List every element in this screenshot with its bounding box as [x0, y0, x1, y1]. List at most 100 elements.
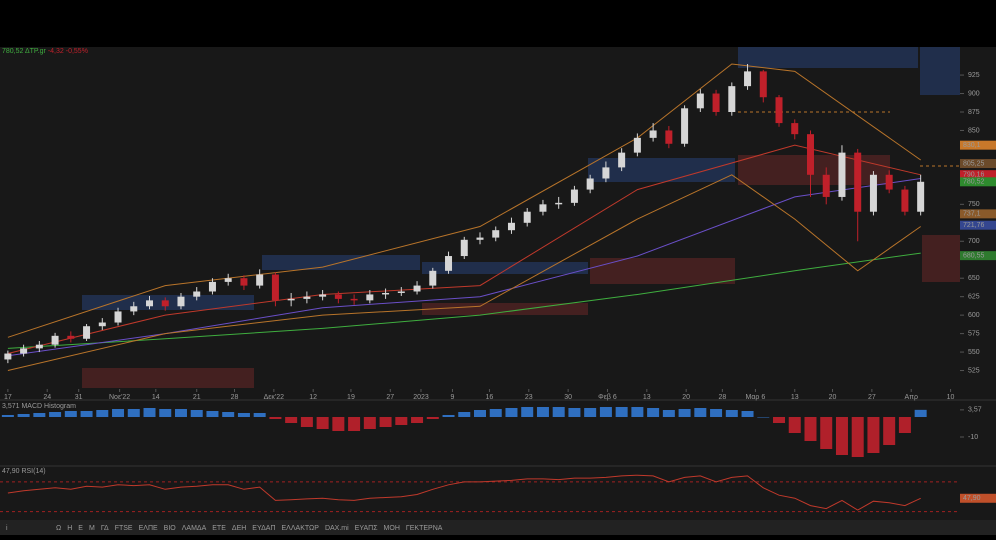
macd-bar — [395, 417, 408, 425]
macd-bar — [741, 411, 754, 417]
macd-bar — [710, 409, 723, 417]
candle-body — [917, 181, 925, 212]
candle-body — [114, 311, 122, 323]
toolbar-item[interactable]: ΜΟΗ — [384, 525, 400, 532]
toolbar-item[interactable]: ΛΑΜΔΑ — [182, 525, 207, 532]
rsi-line — [7, 474, 921, 511]
indicator-line — [7, 252, 921, 349]
macd-bar — [206, 411, 219, 417]
toolbar-item[interactable]: ΔΕΗ — [232, 525, 246, 532]
macd-bar — [757, 417, 770, 418]
toolbar-item[interactable]: ΕΛΠΕ — [139, 525, 158, 532]
candle-body — [4, 353, 12, 360]
macd-bar — [159, 409, 172, 417]
candle-body — [224, 278, 232, 282]
price-tag-label: 680,55 — [963, 252, 985, 259]
macd-bar — [458, 412, 471, 417]
x-tick-label: Μαρ 6 — [746, 394, 766, 401]
y-tick-label: 550 — [968, 349, 980, 356]
candle-body — [161, 300, 169, 307]
price-tag-label: 780,52 — [963, 179, 985, 186]
candle-body — [429, 270, 437, 286]
x-tick-label: Φεβ 6 — [598, 394, 617, 401]
price-tag — [960, 251, 996, 261]
toolbar-item[interactable]: ΕΤΕ — [212, 525, 226, 532]
toolbar-item[interactable]: DAX.mi — [325, 525, 349, 532]
macd-bar — [773, 417, 786, 423]
candle-body — [507, 222, 515, 231]
toolbar-item[interactable]: ΓΔ — [101, 525, 109, 532]
zone — [82, 368, 254, 388]
zone — [588, 158, 735, 182]
macd-bar — [316, 417, 329, 429]
toolbar-bg — [0, 520, 996, 535]
macd-bar — [442, 415, 455, 417]
toolbar-item[interactable]: ΕΥΑΠΣ — [355, 525, 379, 532]
x-tick-label: 27 — [386, 394, 394, 401]
macd-bar — [521, 407, 534, 417]
toolbar-item[interactable]: M — [89, 525, 95, 532]
macd-bar — [474, 410, 486, 417]
toolbar-item[interactable]: FTSE — [115, 525, 133, 532]
candle-body — [287, 298, 295, 301]
candle-body — [20, 348, 28, 354]
macd-bar — [914, 409, 927, 417]
candle-body — [681, 108, 689, 144]
candle-body — [570, 189, 578, 203]
y-tick-label: 625 — [968, 294, 980, 301]
toolbar-item[interactable]: ΓΕΚΤΕΡΝΑ — [406, 525, 443, 532]
candle-body — [838, 152, 846, 197]
candle-body — [649, 130, 657, 138]
header: 780,52 ΔTP.gr -4,32 -0,55% — [2, 48, 88, 55]
x-tick-label: 21 — [193, 394, 201, 401]
macd-bar — [253, 413, 266, 417]
macd-bar — [835, 417, 848, 455]
candle-body — [869, 174, 877, 212]
candle-body — [303, 296, 311, 299]
candle-body — [98, 322, 106, 327]
candle-body — [271, 274, 279, 301]
toolbar-item[interactable]: H — [67, 525, 72, 532]
zone — [422, 303, 588, 315]
macd-bar — [80, 411, 93, 417]
zone — [922, 235, 960, 282]
candle-body — [728, 86, 736, 113]
candle-body — [775, 97, 783, 124]
macd-bar — [127, 409, 140, 417]
price-tag — [960, 159, 996, 169]
header-change: -4,32 — [48, 48, 64, 55]
macd-bar — [348, 417, 361, 431]
header-symbol: ΔTP.gr — [25, 48, 47, 55]
toolbar-info[interactable]: i — [6, 525, 8, 532]
candle-body — [208, 281, 216, 292]
toolbar-item[interactable]: ΕΥΔΑΠ — [252, 525, 275, 532]
macd-bar — [505, 408, 518, 417]
macd-bar — [898, 417, 911, 433]
candle-body — [602, 167, 610, 179]
macd-bar — [411, 417, 424, 423]
toolbar-item[interactable]: E — [78, 525, 83, 532]
candle-body — [177, 296, 185, 307]
candle-body — [885, 174, 893, 190]
macd-bar — [222, 412, 235, 417]
price-tag-label: 805,25 — [963, 160, 985, 167]
toolbar-item[interactable]: ΕΛΛΑΚΤΩΡ — [282, 525, 320, 532]
zone — [738, 155, 890, 185]
x-tick-label: 14 — [152, 394, 160, 401]
candle-body — [476, 237, 484, 240]
candle-body — [791, 123, 799, 135]
price-tag-label: 830,1 — [963, 142, 981, 149]
y-tick-label: 600 — [968, 312, 980, 319]
price-tag — [960, 209, 996, 219]
y-tick-label: 875 — [968, 109, 980, 116]
x-tick-label: 2023 — [413, 394, 429, 401]
toolbar-item[interactable]: Ω — [56, 525, 61, 532]
candle-body — [397, 291, 405, 293]
candle-body — [460, 239, 468, 257]
x-tick-label: 20 — [829, 394, 837, 401]
toolbar-item[interactable]: ΒΙΟ — [164, 525, 177, 532]
macd-bar — [190, 410, 203, 417]
candle-body — [555, 202, 563, 205]
